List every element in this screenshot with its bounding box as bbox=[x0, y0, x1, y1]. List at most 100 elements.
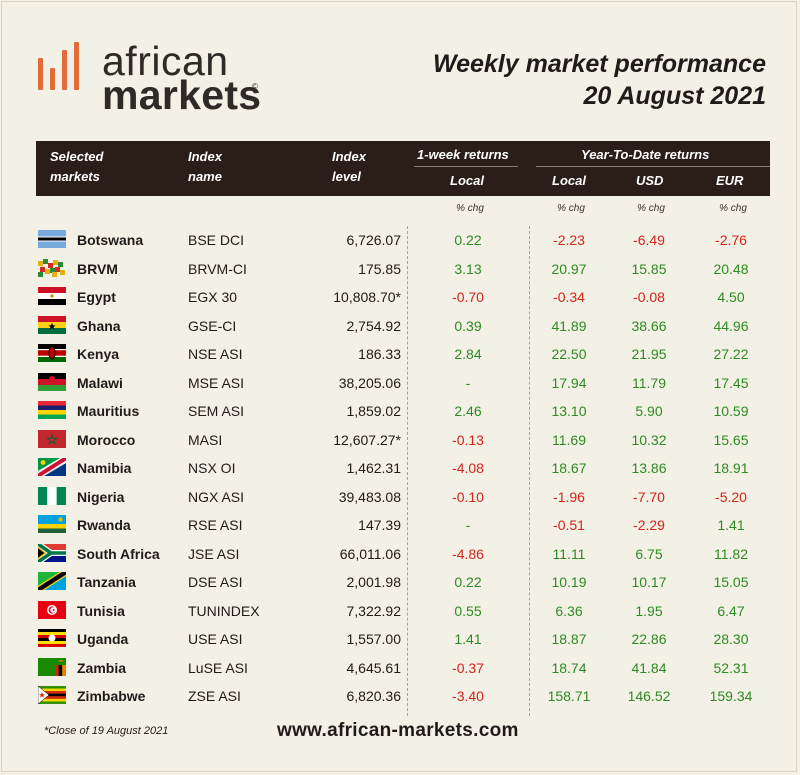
index-level: 10,808.70* bbox=[333, 289, 401, 305]
index-level: 6,726.07 bbox=[346, 232, 402, 248]
one-week-return: -0.10 bbox=[452, 488, 484, 505]
subheader-ytd-eur-chg: % chg bbox=[719, 203, 747, 214]
table-row: Egypt EGX 30 10,808.70* -0.70 -0.34 -0.08 4.50 bbox=[36, 283, 770, 311]
index-name: BSE DCI bbox=[188, 232, 245, 248]
index-name: MASI bbox=[188, 431, 223, 448]
index-level: 147.39 bbox=[358, 517, 401, 533]
country-name: Ghana bbox=[77, 317, 121, 334]
ytd-local-return: -1.96 bbox=[553, 488, 585, 505]
index-level: 2,001.98 bbox=[346, 574, 402, 590]
subheader-ytd-usd-chg: % chg bbox=[637, 203, 665, 214]
index-level: 39,483.08 bbox=[338, 488, 401, 505]
zambia-flag-icon bbox=[38, 657, 66, 676]
ytd-eur-return: 52.31 bbox=[713, 659, 749, 676]
ytd-local-return: 11.11 bbox=[552, 545, 586, 562]
ytd-eur-return: 159.34 bbox=[709, 688, 753, 704]
ytd-usd-return: -7.70 bbox=[633, 488, 665, 505]
page-title: Weekly market performance 20 August 2021 bbox=[433, 48, 766, 112]
index-level: 1,557.00 bbox=[346, 631, 402, 647]
table-row: Tanzania DSE ASI 2,001.98 0.22 10.19 10.17 15.… bbox=[36, 568, 770, 596]
ytd-usd-return: 6.75 bbox=[635, 545, 663, 562]
country-name: Tunisia bbox=[77, 602, 125, 619]
index-name: USE ASI bbox=[188, 631, 243, 647]
morocco-flag-icon bbox=[38, 429, 66, 448]
ytd-local-return: 22.50 bbox=[551, 346, 587, 362]
ytd-eur-return: 17.45 bbox=[713, 374, 749, 391]
one-week-return: -4.86 bbox=[452, 545, 484, 562]
ytd-local-return: 10.19 bbox=[551, 574, 587, 590]
index-level: 2,754.92 bbox=[346, 317, 402, 334]
country-name: Zambia bbox=[77, 659, 127, 676]
ytd-eur-return: 28.30 bbox=[713, 631, 749, 647]
table-row: Morocco MASI 12,607.27* -0.13 11.69 10.32 15.6… bbox=[36, 426, 770, 454]
tunisia-flag-icon bbox=[38, 600, 66, 619]
header-ytd-underline bbox=[536, 166, 770, 167]
title-line2: 20 August 2021 bbox=[583, 82, 766, 110]
country-name: Rwanda bbox=[77, 517, 131, 533]
index-level: 12,607.27* bbox=[333, 431, 401, 448]
index-name: RSE ASI bbox=[188, 517, 243, 533]
table-row: BRVM BRVM-CI 175.85 3.13 20.97 15.85 20.48 bbox=[36, 255, 770, 283]
ytd-local-return: -2.23 bbox=[553, 232, 585, 248]
one-week-return: -0.13 bbox=[452, 431, 484, 448]
egypt-flag-icon bbox=[38, 287, 66, 305]
table-row: Zimbabwe ZSE ASI 6,820.36 -3.40 158.71 146.52… bbox=[36, 682, 770, 710]
country-name: Egypt bbox=[77, 289, 116, 305]
botswana-flag-icon bbox=[38, 230, 66, 248]
index-name: TUNINDEX bbox=[188, 602, 260, 619]
ytd-eur-return: 15.65 bbox=[713, 431, 749, 448]
one-week-return: 0.22 bbox=[454, 232, 482, 248]
table-row: Zambia LuSE ASI 4,645.61 -0.37 18.74 41.84 52.… bbox=[36, 654, 770, 682]
header-ytd-eur: EUR bbox=[716, 173, 744, 188]
table-row: Botswana BSE DCI 6,726.07 0.22 -2.23 -6.49 -2.… bbox=[36, 226, 770, 254]
table-row: Namibia NSX OI 1,462.31 -4.08 18.67 13.86 18.9… bbox=[36, 454, 770, 482]
logo-bars-icon bbox=[38, 42, 86, 90]
index-name: ZSE ASI bbox=[188, 688, 241, 704]
namibia-flag-icon bbox=[38, 458, 66, 476]
rwanda-flag-icon bbox=[38, 515, 66, 533]
table-row: Mauritius SEM ASI 1,859.02 2.46 13.10 5.90 10.… bbox=[36, 397, 770, 425]
ytd-usd-return: -6.49 bbox=[633, 232, 665, 248]
ytd-usd-return: 38.66 bbox=[631, 317, 667, 334]
header-index-level-2: level bbox=[332, 169, 361, 184]
country-name: Mauritius bbox=[77, 403, 140, 419]
one-week-return: -4.08 bbox=[452, 460, 484, 476]
table-row: Uganda USE ASI 1,557.00 1.41 18.87 22.86 28.30 bbox=[36, 625, 770, 653]
one-week-return: 0.39 bbox=[454, 317, 482, 334]
ytd-local-return: -0.51 bbox=[553, 517, 585, 533]
country-name: Nigeria bbox=[77, 488, 125, 505]
index-level: 6,820.36 bbox=[346, 688, 402, 704]
index-name: NSX OI bbox=[188, 460, 236, 476]
footnote: *Close of 19 August 2021 bbox=[44, 725, 169, 737]
nigeria-flag-icon bbox=[38, 486, 66, 505]
ytd-eur-return: 1.41 bbox=[717, 517, 745, 533]
table-row: Ghana GSE-CI 2,754.92 0.39 41.89 38.66 44.96 bbox=[36, 312, 770, 340]
header-1week-underline bbox=[414, 166, 518, 167]
logo-registered-mark: © bbox=[252, 82, 258, 91]
index-level: 66,011.06 bbox=[339, 545, 401, 562]
divider-1 bbox=[407, 226, 408, 716]
ytd-local-return: 6.36 bbox=[555, 602, 583, 619]
country-name: BRVM bbox=[77, 260, 118, 277]
ytd-local-return: 20.97 bbox=[551, 260, 587, 277]
index-name: NGX ASI bbox=[188, 488, 245, 505]
table-row: Malawi MSE ASI 38,205.06 - 17.94 11.79 17.45 bbox=[36, 369, 770, 397]
index-level: 4,645.61 bbox=[346, 659, 402, 676]
index-name: DSE ASI bbox=[188, 574, 243, 590]
header-ytd-returns: Year-To-Date returns bbox=[581, 147, 710, 162]
ytd-usd-return: 15.85 bbox=[631, 260, 667, 277]
country-name: Zimbabwe bbox=[77, 688, 146, 704]
ytd-local-return: 18.67 bbox=[551, 460, 587, 476]
country-name: Malawi bbox=[77, 374, 123, 391]
ytd-local-return: 11.69 bbox=[552, 431, 586, 448]
country-name: Tanzania bbox=[77, 574, 136, 590]
title-line1: Weekly market performance bbox=[432, 50, 766, 78]
table-header: Selected markets Index name Index level … bbox=[36, 141, 770, 196]
southafrica-flag-icon bbox=[38, 543, 66, 562]
ytd-usd-return: 13.86 bbox=[631, 460, 667, 476]
logo-text-markets: markets bbox=[102, 72, 262, 118]
kenya-flag-icon bbox=[38, 344, 66, 362]
header-ytd-local: Local bbox=[552, 173, 586, 188]
one-week-return: - bbox=[465, 374, 471, 391]
one-week-return: -0.37 bbox=[452, 659, 484, 676]
